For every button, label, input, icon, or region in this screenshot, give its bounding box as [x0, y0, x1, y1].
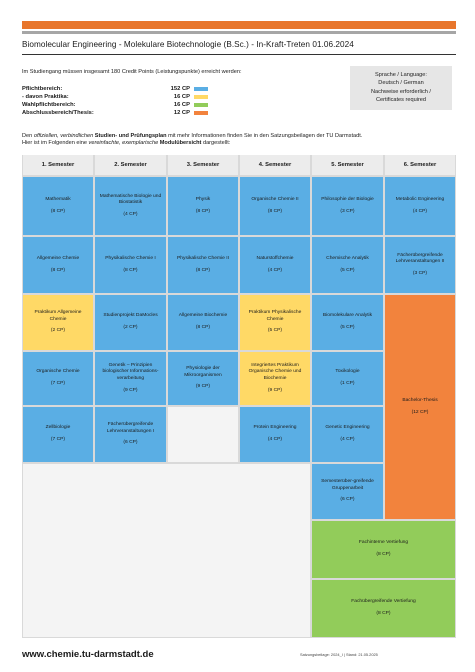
module-praktikum-allgemeine-chemie: Praktikum Allgemeine Chemie (2 CP): [23, 295, 93, 350]
footer-meta: Satzungsbeilage: 2024_I | Stand: 21.05.2…: [300, 652, 378, 657]
language-line: Sprache / Language:: [375, 72, 427, 78]
module-genetic-engineering: Genetic Engineering (4 CP): [312, 407, 383, 462]
cp-value: 16 CP: [173, 102, 190, 108]
module-mathematik: Mathematik (8 CP): [23, 177, 93, 235]
module-chemische-analytik: Chemische Analytik (5 CP): [312, 237, 383, 293]
note-text: mit mehr Informationen finden Sie in den…: [166, 133, 363, 139]
empty-cell: [168, 407, 238, 462]
cp-row-thesis: Abschlussbereich/Thesis: 12 CP: [22, 109, 208, 117]
module-praktikum-physikalische-chemie: Praktikum Physikalische Chemie (5 CP): [240, 295, 310, 350]
footer-website-link[interactable]: www.chemie.tu-darmstadt.de: [22, 649, 154, 660]
cp-value: 12 CP: [173, 110, 190, 116]
note-line-1: Den offiziellen, verbindlichen Studien- …: [22, 133, 362, 140]
color-swatch: [194, 111, 208, 115]
cp-label: Pflichtbereich:: [22, 86, 63, 92]
semester-header: 4. Semester: [240, 155, 310, 175]
color-swatch: [194, 95, 208, 99]
module-genetik: Genetik – Prinzipien biologischer Inform…: [95, 352, 166, 405]
module-philosophie-biologie: Philosophie der Biologie (3 CP): [312, 177, 383, 235]
language-line: Nachweise erforderlich /: [370, 88, 431, 95]
module-gruppenarbeit: Semesterüber-greifende Gruppenarbeit (6 C…: [312, 464, 383, 519]
note-text: Den: [22, 133, 34, 139]
cp-label: Abschlussbereich/Thesis:: [22, 110, 94, 116]
module-studienprojekt-damocles: Studienprojekt DaMocles (2 CP): [95, 295, 166, 350]
note-line-2: Hier ist im Folgenden eine vereinfachte,…: [22, 140, 362, 147]
credit-point-legend: Pflichtbereich: 152 CP - davon Praktika:…: [22, 85, 208, 117]
language-line: Certificates required: [375, 97, 427, 104]
note-strong: Studien- und Prüfungsplan: [93, 133, 167, 139]
module-fachuebergreifende-lv-2: Fächerübergreifende Lehrveranstaltungen …: [385, 237, 455, 293]
module-overview-grid: 1. Semester 2. Semester 3. Semester 4. S…: [22, 155, 456, 638]
note-strong: Modulübersicht: [158, 140, 202, 147]
module-toxikologie: Toxikologie (1 CP): [312, 352, 383, 405]
module-physik: Physik (8 CP): [168, 177, 238, 235]
module-fachuebergreifende-lv-1: Fächerübergreifende Lehrveranstaltungen …: [95, 407, 166, 462]
module-zellbiologie: Zellbiologie (7 CP): [23, 407, 93, 462]
module-biomolekulare-analytik: Biomolekulare Analytik (5 CP): [312, 295, 383, 350]
module-fachinterne-vertiefung: Fachinterne Vertiefung (8 CP): [312, 521, 455, 578]
cp-row-wahlpflicht: Wahlpflichtbereich: 16 CP: [22, 101, 208, 109]
module-protein-engineering: Protein Engineering (4 CP): [240, 407, 310, 462]
note-emph: offiziellen, verbindlichen: [33, 133, 94, 139]
module-organische-chemie: Organische Chemie (7 CP): [23, 352, 93, 405]
module-bachelor-thesis: Bachelor-Thesis (12 CP): [385, 295, 455, 519]
language-line: Deutsch / German: [378, 80, 424, 87]
module-physikalische-chemie-2: Physikalische Chemie II (8 CP): [168, 237, 238, 293]
semester-header: 1. Semester: [23, 155, 93, 175]
module-metabolic-engineering: Metabolic Engineering (4 CP): [385, 177, 455, 235]
semester-header: 2. Semester: [95, 155, 166, 175]
note-text: dargestellt:: [201, 140, 231, 147]
note-emph: vereinfachte, exemplarische: [88, 140, 159, 147]
cp-value: 152 CP: [170, 86, 190, 92]
module-physiologie-mikroorganismen: Physiologie der Mikroorganismen (9 CP): [168, 352, 238, 405]
module-allgemeine-chemie: Allgemeine Chemie (8 CP): [23, 237, 93, 293]
cp-value: 16 CP: [173, 94, 190, 100]
header-gray-bar: [22, 31, 456, 34]
language-info-box: Sprache / Language: Deutsch / German Nac…: [350, 66, 452, 110]
semester-header: 3. Semester: [168, 155, 238, 175]
semester-header: 6. Semester: [385, 155, 455, 175]
module-naturstoffchemie: Naturstoffchemie (4 CP): [240, 237, 310, 293]
cp-label: Wahlpflichtbereich:: [22, 102, 76, 108]
cp-label: - davon Praktika:: [22, 94, 69, 100]
module-organische-chemie-2: Organische Chemie II (8 CP): [240, 177, 310, 235]
cp-row-praktika: - davon Praktika: 16 CP: [22, 93, 208, 101]
color-swatch: [194, 87, 208, 91]
module-mathematische-biologie: Mathematische Biologie und Biostatistik(…: [95, 177, 166, 235]
module-integriertes-praktikum: Integriertes Praktikum Organische Chemie…: [240, 352, 310, 405]
module-physikalische-chemie-1: Physikalische Chemie I (8 CP): [95, 237, 166, 293]
title-divider: [22, 54, 456, 55]
note-text: Hier ist im Folgenden eine: [22, 140, 89, 147]
intro-text: Im Studiengang müssen insgesamt 180 Cred…: [22, 69, 242, 75]
page-title: Biomolecular Engineering - Molekulare Bi…: [22, 40, 354, 49]
empty-area: [23, 464, 310, 637]
color-swatch: [194, 103, 208, 107]
semester-header: 5. Semester: [312, 155, 383, 175]
header-accent-bar: [22, 21, 456, 29]
plan-note: Den offiziellen, verbindlichen Studien- …: [22, 133, 362, 148]
module-allgemeine-biochemie: Allgemeine Biochemie (8 CP): [168, 295, 238, 350]
module-fachuebergreifende-vertiefung: Fachübergreifende Vertiefung (8 CP): [312, 580, 455, 637]
cp-row-pflicht: Pflichtbereich: 152 CP: [22, 85, 208, 93]
